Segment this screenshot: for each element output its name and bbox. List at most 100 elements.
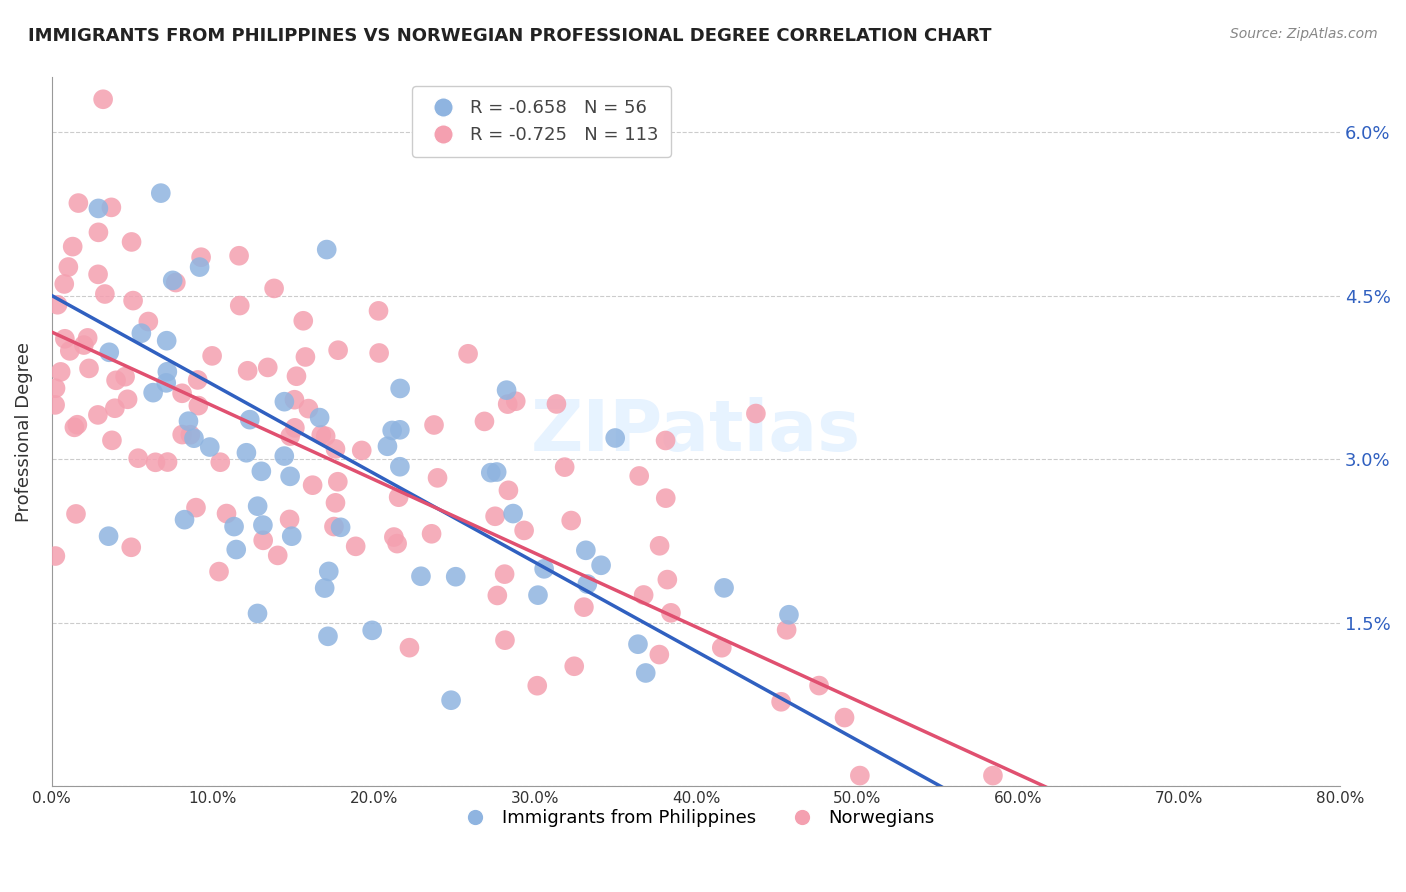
Point [315, 243, 337, 257]
Point [215, 507, 238, 521]
Point [546, 397, 568, 411]
Point [100, 200, 122, 214]
Point [280, 529, 302, 543]
Point [398, 640, 420, 655]
Text: IMMIGRANTS FROM PHILIPPINES VS NORWEGIAN PROFESSIONAL DEGREE CORRELATION CHART: IMMIGRANTS FROM PHILIPPINES VS NORWEGIAN… [28, 27, 991, 45]
Point [388, 490, 411, 504]
Point [105, 373, 128, 387]
Point [849, 768, 872, 782]
Point [389, 381, 412, 395]
Point [381, 424, 404, 438]
Point [263, 281, 285, 295]
Point [479, 466, 502, 480]
Point [142, 385, 165, 400]
Point [228, 249, 250, 263]
Point [486, 589, 509, 603]
Point [53, 332, 76, 346]
Point [44, 549, 66, 563]
Point [560, 514, 582, 528]
Point [457, 347, 479, 361]
Point [44, 398, 66, 412]
Point [190, 250, 212, 264]
Point [778, 607, 800, 622]
Point [44, 381, 66, 395]
Point [350, 443, 373, 458]
Point [385, 536, 408, 550]
Point [256, 360, 278, 375]
Point [235, 446, 257, 460]
Point [67, 196, 90, 211]
Point [246, 499, 269, 513]
Point [513, 524, 536, 538]
Point [633, 588, 655, 602]
Point [309, 428, 332, 442]
Point [502, 507, 524, 521]
Point [981, 768, 1004, 782]
Point [179, 427, 201, 442]
Point [222, 519, 245, 533]
Point [285, 369, 308, 384]
Point [495, 383, 517, 397]
Point [187, 399, 209, 413]
Point [326, 343, 349, 358]
Point [361, 624, 384, 638]
Point [229, 299, 252, 313]
Point [444, 570, 467, 584]
Point [657, 573, 679, 587]
Point [188, 260, 211, 274]
Point [66, 417, 89, 432]
Point [246, 607, 269, 621]
Point [315, 429, 337, 443]
Point [420, 526, 443, 541]
Point [267, 549, 290, 563]
Point [423, 417, 446, 432]
Point [183, 431, 205, 445]
Point [53, 277, 76, 291]
Point [87, 408, 110, 422]
Point [329, 520, 352, 534]
Point [388, 459, 411, 474]
Point [172, 386, 194, 401]
Point [201, 349, 224, 363]
Point [294, 350, 316, 364]
Point [77, 361, 100, 376]
Point [494, 633, 516, 648]
Point [239, 412, 262, 426]
Point [120, 541, 142, 555]
Point [250, 464, 273, 478]
Point [326, 475, 349, 489]
Point [155, 376, 177, 390]
Point [184, 500, 207, 515]
Point [149, 186, 172, 201]
Point [73, 338, 96, 352]
Point [314, 581, 336, 595]
Point [173, 513, 195, 527]
Point [745, 407, 768, 421]
Point [101, 434, 124, 448]
Point [301, 478, 323, 492]
Point [388, 423, 411, 437]
Text: Source: ZipAtlas.com: Source: ZipAtlas.com [1230, 27, 1378, 41]
Point [62, 239, 84, 253]
Point [97, 529, 120, 543]
Point [474, 414, 496, 428]
Point [98, 345, 121, 359]
Point [409, 569, 432, 583]
Point [49, 365, 72, 379]
Point [273, 394, 295, 409]
Point [659, 606, 682, 620]
Point [145, 455, 167, 469]
Point [58, 260, 80, 274]
Point [367, 304, 389, 318]
Point [87, 225, 110, 239]
Point [91, 92, 114, 106]
Point [297, 401, 319, 416]
Point [177, 414, 200, 428]
Point [121, 235, 143, 249]
Point [94, 287, 117, 301]
Point [325, 442, 347, 456]
Point [770, 695, 793, 709]
Point [87, 268, 110, 282]
Y-axis label: Professional Degree: Professional Degree [15, 342, 32, 522]
Point [655, 491, 678, 505]
